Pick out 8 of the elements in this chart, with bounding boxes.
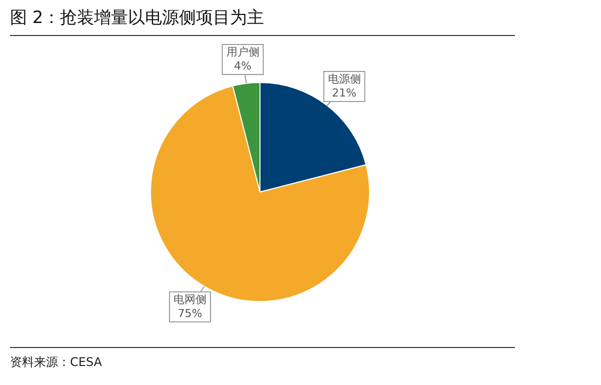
chart-title: 图 2：抢装增量以电源侧项目为主 — [10, 6, 515, 36]
slice-label: 电源侧 — [328, 72, 361, 86]
text: 资料来源：CESA — [10, 347, 515, 371]
slice-label: 用户侧 — [226, 45, 260, 58]
slice-label: 电网侧 — [174, 292, 207, 306]
data-label: 4% — [234, 59, 252, 72]
data-label: 21% — [332, 86, 356, 100]
data-label: 75% — [178, 306, 202, 320]
